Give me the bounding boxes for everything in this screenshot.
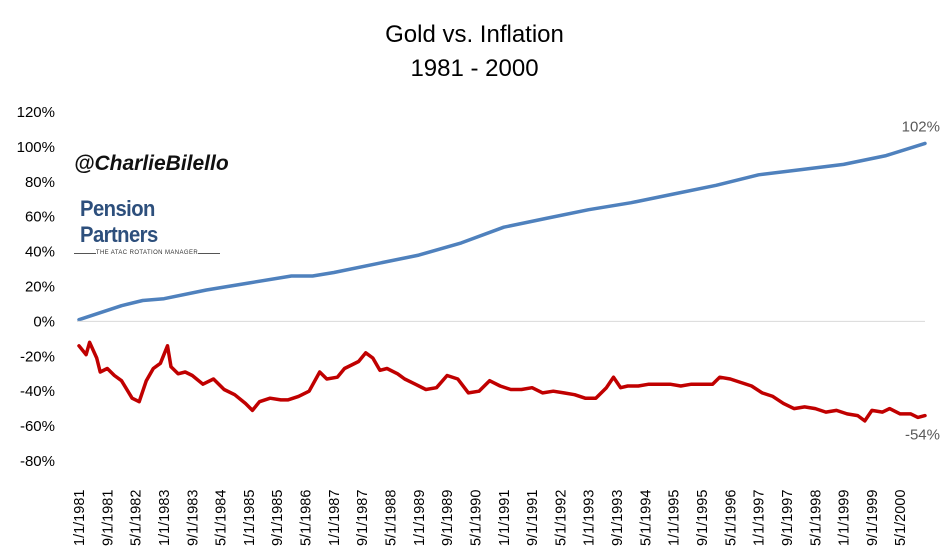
- x-tick-label: 9/1/1989: [440, 490, 456, 546]
- chart-title-block: Gold vs. Inflation 1981 - 2000: [0, 18, 949, 86]
- x-tick-label: 5/1/1988: [383, 490, 399, 546]
- x-tick-label: 1/1/1999: [837, 490, 853, 546]
- x-tick-label: 9/1/1991: [525, 490, 541, 546]
- x-tick-label: 5/1/2000: [893, 490, 909, 546]
- x-tick-label: 9/1/1983: [185, 490, 201, 546]
- x-tick-label: 5/1/1994: [638, 490, 654, 546]
- y-tick-label: -20%: [20, 348, 55, 365]
- chart-subtitle: 1981 - 2000: [410, 55, 539, 82]
- series-layer: [77, 141, 927, 423]
- x-tick-label: 5/1/1982: [129, 490, 145, 546]
- x-tick-label: 1/1/1985: [242, 490, 258, 546]
- logo-name: Pension Partners: [80, 196, 158, 247]
- x-tick-label: 9/1/1997: [780, 490, 796, 546]
- x-tick-label: 5/1/1998: [808, 490, 824, 546]
- x-tick-label: 9/1/1993: [610, 490, 626, 546]
- y-tick-label: -40%: [20, 383, 55, 400]
- x-tick-label: 5/1/1992: [553, 490, 569, 546]
- x-tick-label: 9/1/1999: [865, 490, 881, 546]
- pension-partners-logo: Pension Partners THE ATAC ROTATION MANAG…: [74, 196, 230, 256]
- x-tick-label: 9/1/1995: [695, 490, 711, 546]
- x-tick-label: 5/1/1990: [468, 490, 484, 546]
- x-tick-label: 1/1/1981: [72, 490, 88, 546]
- inflation-series-line: [77, 141, 927, 322]
- x-tick-label: 1/1/1993: [582, 490, 598, 546]
- x-axis-ticks: 1/1/1981 9/1/1981 5/1/1982 1/1/1983 9/1/1983…: [72, 490, 909, 546]
- y-tick-label: 60%: [25, 209, 55, 226]
- gold-end-label: -54%: [905, 427, 940, 444]
- x-tick-label: 5/1/1986: [299, 490, 315, 546]
- x-tick-label: 1/1/1991: [497, 490, 513, 546]
- y-tick-label: 20%: [25, 279, 55, 296]
- y-tick-label: -80%: [20, 453, 55, 470]
- x-tick-label: 9/1/1985: [270, 490, 286, 546]
- x-tick-label: 1/1/1989: [412, 490, 428, 546]
- y-tick-label: 80%: [25, 174, 55, 191]
- x-tick-label: 1/1/1983: [157, 490, 173, 546]
- y-tick-label: 100%: [17, 139, 55, 156]
- inflation-end-label: 102%: [902, 118, 940, 135]
- gold-series-line: [77, 340, 927, 423]
- chart-title: Gold vs. Inflation: [385, 21, 564, 48]
- y-tick-label: -60%: [20, 418, 55, 435]
- y-tick-label: 0%: [33, 313, 55, 330]
- y-axis-ticks: -80% -60% -40% -20% 0% 20% 40% 60% 80% 100% 120%: [17, 104, 55, 470]
- x-tick-label: 1/1/1997: [752, 490, 768, 546]
- x-tick-label: 5/1/1984: [214, 490, 230, 546]
- x-tick-label: 1/1/1995: [667, 490, 683, 546]
- author-handle: @CharlieBilello: [74, 152, 229, 175]
- end-labels: 102% -54%: [902, 118, 940, 443]
- y-tick-label: 40%: [25, 244, 55, 261]
- x-tick-label: 9/1/1987: [355, 490, 371, 546]
- x-tick-label: 5/1/1996: [723, 490, 739, 546]
- y-tick-label: 120%: [17, 104, 55, 121]
- x-tick-label: 1/1/1987: [327, 490, 343, 546]
- logo-tagline: THE ATAC ROTATION MANAGER: [74, 250, 220, 256]
- x-tick-label: 9/1/1981: [100, 490, 116, 546]
